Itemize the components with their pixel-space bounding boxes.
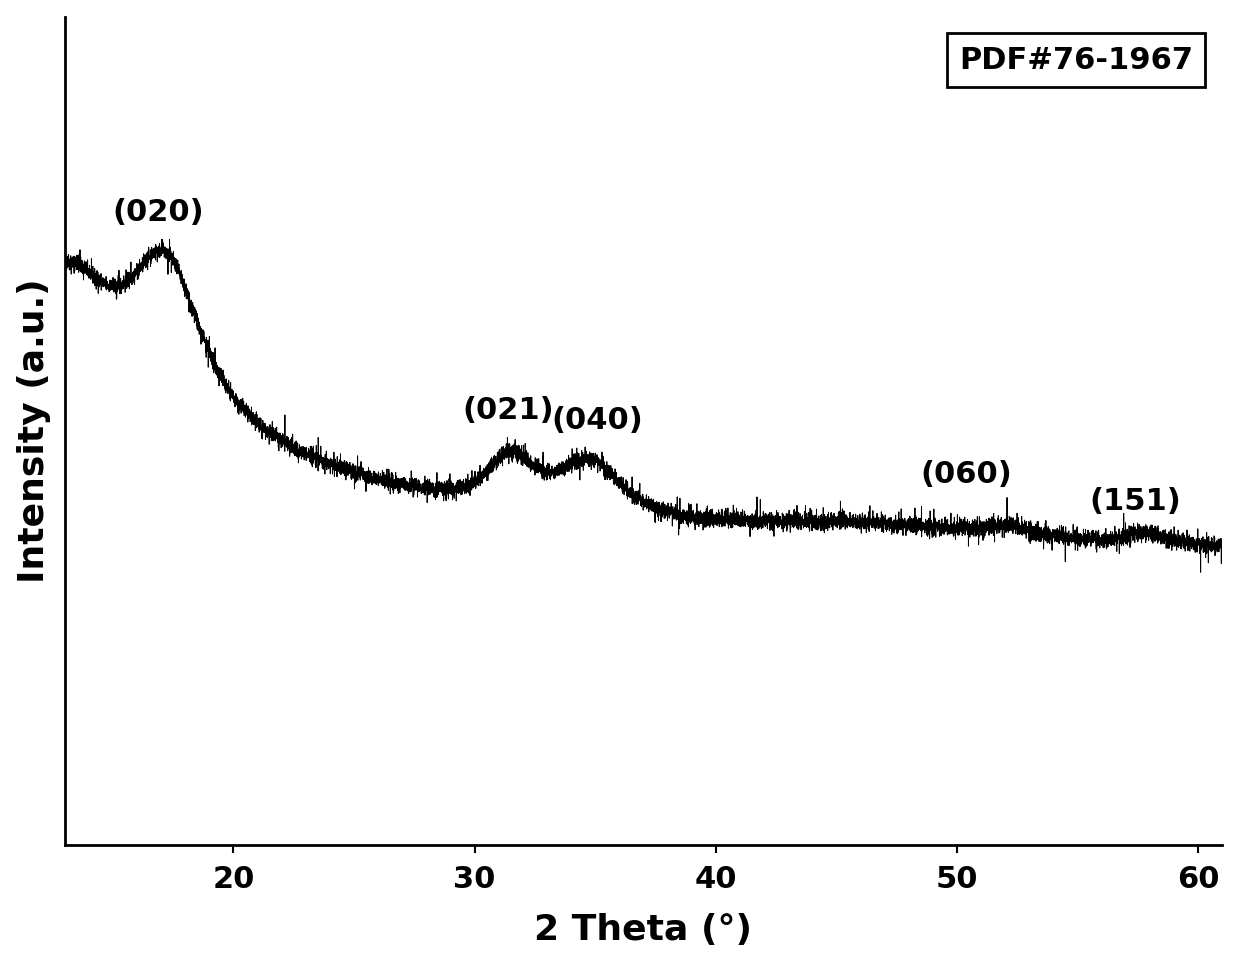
Text: (040): (040) (552, 406, 644, 435)
Text: (021): (021) (463, 396, 554, 425)
X-axis label: 2 Theta (°): 2 Theta (°) (534, 913, 753, 948)
Text: (020): (020) (113, 199, 205, 228)
Text: PDF#76-1967: PDF#76-1967 (960, 45, 1193, 74)
Text: (151): (151) (1090, 487, 1182, 516)
Text: (060): (060) (920, 460, 1012, 489)
Y-axis label: Intensity (a.u.): Intensity (a.u.) (16, 279, 51, 583)
